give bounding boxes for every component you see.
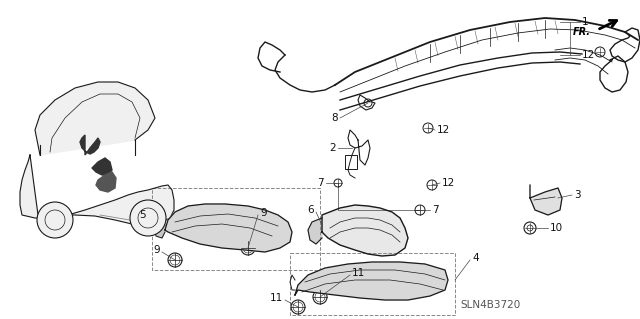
Text: 1: 1	[582, 17, 589, 27]
Polygon shape	[530, 185, 562, 215]
Bar	[345, 155, 357, 169]
Text: 5: 5	[140, 210, 146, 220]
Text: 11: 11	[269, 293, 283, 303]
Text: 2: 2	[330, 143, 336, 153]
Polygon shape	[295, 262, 448, 300]
Text: 8: 8	[332, 113, 338, 123]
Text: 9: 9	[154, 245, 160, 255]
Text: 12: 12	[442, 178, 455, 188]
Bar	[290, 253, 455, 315]
Polygon shape	[322, 205, 408, 256]
Text: 12: 12	[437, 125, 451, 135]
Text: FR.: FR.	[573, 27, 591, 37]
Polygon shape	[154, 218, 165, 238]
Bar	[152, 188, 320, 270]
Text: 4: 4	[472, 253, 479, 263]
Polygon shape	[96, 172, 116, 192]
Text: 6: 6	[307, 205, 314, 215]
Text: 11: 11	[352, 268, 365, 278]
Text: 7: 7	[432, 205, 438, 215]
Polygon shape	[92, 158, 112, 175]
Polygon shape	[35, 82, 155, 155]
Circle shape	[130, 200, 166, 236]
Polygon shape	[165, 204, 292, 252]
Text: 10: 10	[550, 223, 563, 233]
Polygon shape	[80, 135, 100, 155]
Text: 7: 7	[317, 178, 324, 188]
Text: SLN4B3720: SLN4B3720	[460, 300, 520, 310]
Text: 3: 3	[574, 190, 580, 200]
Polygon shape	[20, 155, 174, 224]
Text: 12: 12	[582, 50, 595, 60]
Circle shape	[37, 202, 73, 238]
Text: 9: 9	[260, 208, 267, 218]
Polygon shape	[308, 218, 322, 244]
